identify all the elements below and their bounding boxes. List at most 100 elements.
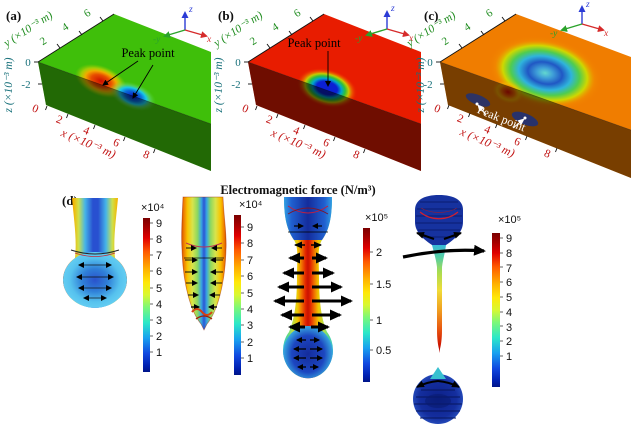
peak-point-annotation: Peak point: [287, 36, 341, 87]
x-tick: 4: [482, 124, 492, 137]
top-face: [248, 14, 421, 124]
x-tick: 8: [351, 149, 361, 162]
radial-force-arrows: [273, 241, 353, 333]
triad-neg-y-label: -y: [153, 35, 161, 45]
droplet-map-1: [63, 198, 127, 308]
y-tick: 2: [38, 35, 49, 48]
colorbar-1: ×10⁴ 9 8 7 6 5 4 3 2 1: [141, 202, 165, 372]
interface-curve: [70, 249, 120, 255]
neck-arrows: [416, 232, 462, 240]
colorbar-tick: 2: [247, 337, 253, 349]
interface-curve-dark: [287, 207, 329, 215]
colorbar-tick: 6: [247, 271, 253, 283]
triad-x-label: x: [206, 35, 212, 45]
panel-label: (a): [6, 8, 21, 23]
x-axis-ticks: [45, 105, 156, 154]
z-axis-ticks: [244, 61, 252, 85]
y-axis: [247, 13, 325, 63]
sphere-top-arrows: [416, 380, 460, 388]
top-cylinder: [284, 197, 332, 240]
z-axis-ticks: [436, 61, 444, 85]
x-tick: 6: [111, 137, 121, 150]
colorbar-tick: 2: [506, 336, 512, 348]
cylinder-arrows: [288, 223, 328, 233]
front-face: [38, 62, 211, 171]
surface-plots-row: (a) 2 4 6 y (×10⁻³ m) 0 -2 z (×10⁻³ m) 0…: [1, 0, 631, 178]
triad-z-label: z: [390, 4, 395, 14]
colorbar-gradient: [143, 218, 150, 372]
colorbar-tick: 7: [506, 263, 512, 275]
colorbar-tick: 0.5: [376, 345, 391, 357]
colorbar-tick: 5: [506, 292, 512, 304]
panel-label: (c): [424, 8, 438, 23]
front-peak-spot: [465, 93, 491, 107]
triad-x-label: x: [408, 34, 414, 44]
droplet-map-4: [402, 195, 486, 424]
triad-x-label: x: [603, 29, 609, 39]
interface-curve-red: [185, 242, 223, 248]
bottom-bulb: [283, 326, 333, 379]
colorbar-tick: 4: [156, 299, 162, 311]
colorbar-tick: 8: [156, 234, 162, 246]
colorbar-tick-marks: [241, 226, 244, 359]
axes-triad-icon: z x -y: [550, 0, 609, 39]
z-tick: 0: [427, 57, 433, 69]
annotation-text: Peak point: [287, 36, 341, 50]
colorbar-tick: 1.5: [376, 279, 391, 291]
colorbar-3: ×10⁵ 2 1.5 1 0.5: [363, 212, 391, 382]
y-tick: 2: [248, 35, 259, 48]
colorbar-tick: 5: [156, 283, 162, 295]
colorbar-scale: ×10⁵: [498, 214, 521, 226]
colorbar-gradient: [363, 228, 370, 382]
colorbar-scale: ×10⁴: [239, 199, 263, 211]
colorbar-tick: 4: [247, 304, 253, 316]
y-tick: 4: [462, 21, 474, 34]
z-tick: 0: [235, 57, 241, 69]
colorbar-tick-marks: [500, 237, 503, 357]
droplet-body: [181, 196, 227, 331]
colorbar-tick: 9: [156, 218, 162, 230]
y-axis: [439, 13, 517, 63]
triad-neg-y-label: -y: [355, 34, 363, 44]
bulb-arrows: [293, 337, 323, 370]
z-tick: -2: [231, 79, 240, 91]
colorbar-tick: 5: [247, 288, 253, 300]
z-axis-ticks: [34, 61, 42, 85]
x-tick: 8: [141, 149, 151, 162]
force-panel-d: Electromagnetic force (N/m³) (d) ×10⁴ 9 …: [62, 183, 521, 424]
colorbar-4: ×10⁵ 9 8 7 6 5 4 3 2 1: [492, 214, 521, 387]
z-tick: 0: [25, 57, 31, 69]
sphere-tip-cone: [430, 367, 446, 379]
droplet-map-3: [273, 197, 353, 379]
colorbar-tick: 7: [156, 250, 162, 262]
front-face-shade: [38, 62, 211, 171]
droplet-bulb: [63, 252, 127, 308]
panel-label: (b): [218, 8, 234, 23]
top-blob: [415, 195, 463, 245]
colorbar-tick: 1: [156, 347, 162, 359]
filament: [432, 245, 446, 353]
colorbar-tick: 6: [156, 266, 162, 278]
force-arrows: [76, 262, 114, 301]
droplet-map-2: [181, 196, 227, 331]
bottom-wave: [191, 308, 213, 316]
z-axis-label: z (×10⁻³ m): [213, 57, 225, 113]
z-axis-label: z (×10⁻³ m): [3, 57, 15, 113]
x-axis-ticks: [447, 104, 558, 153]
colorbar-tick: 3: [156, 315, 162, 327]
interface-curve-red: [74, 252, 116, 257]
colorbar-scale: ×10⁴: [141, 202, 165, 214]
y-tick: 4: [270, 21, 282, 34]
x-tick: 2: [264, 114, 274, 127]
colorbar-tick: 1: [506, 351, 512, 363]
x-tick: 4: [81, 125, 91, 138]
surface-plot-c: (c) 2 4 6 y (×10⁻³ m) 0 -2 z (×10⁻³ m) 0…: [404, 0, 631, 178]
peak-point-annotation: Peak point: [102, 46, 175, 99]
colorbar-tick: 8: [506, 248, 512, 260]
colorbar-tick-marks: [150, 222, 153, 353]
z-axis-label: z (×10⁻³ m): [415, 57, 427, 113]
colorbar-scale: ×10⁵: [365, 212, 388, 224]
axes-triad-icon: z x -y: [355, 4, 414, 44]
colorbar-tick: 8: [247, 238, 253, 250]
y-tick: 6: [292, 7, 304, 20]
